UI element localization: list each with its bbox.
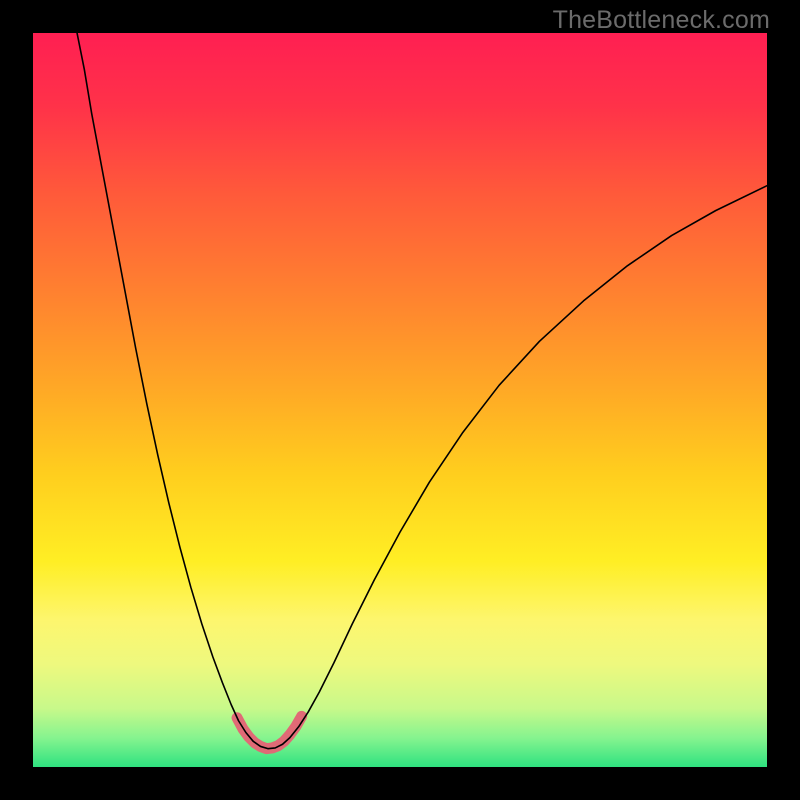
- chart-background: [33, 33, 767, 767]
- watermark-text: TheBottleneck.com: [553, 6, 770, 35]
- chart-plot-area: [33, 33, 767, 767]
- chart-svg: [33, 33, 767, 767]
